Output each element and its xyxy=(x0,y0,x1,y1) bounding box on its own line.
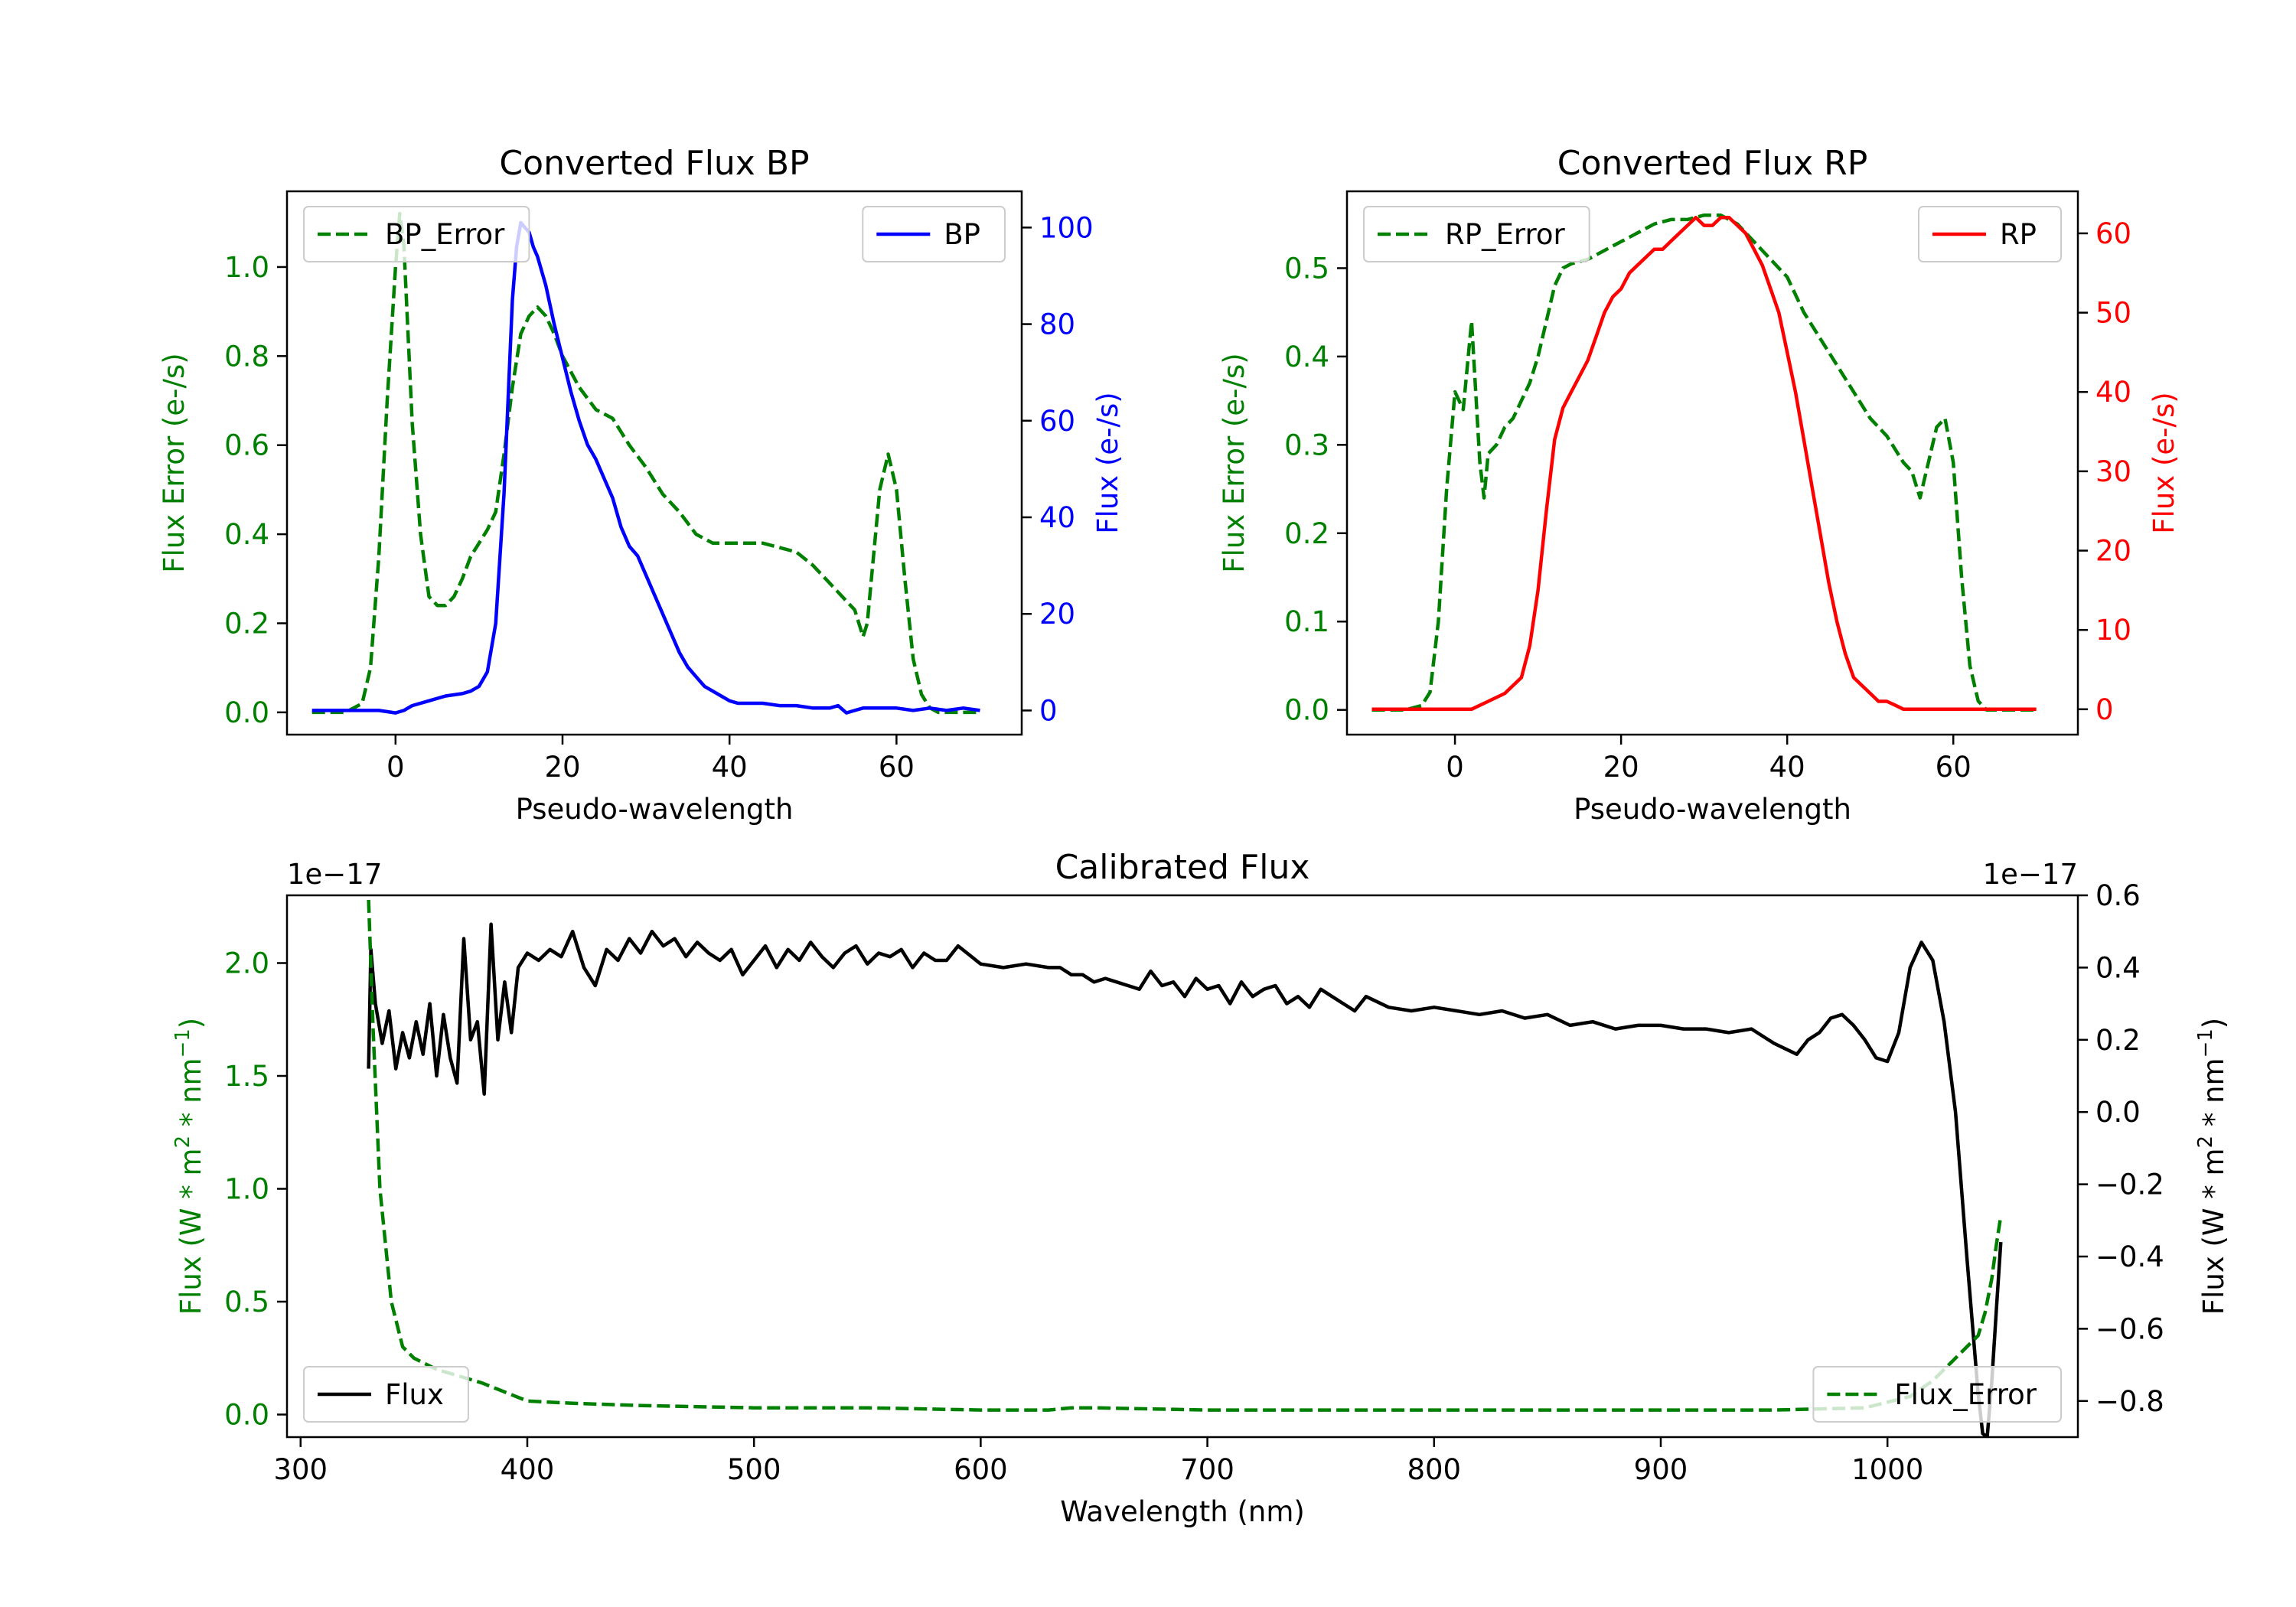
right-y-tick-label: −0.8 xyxy=(2095,1385,2164,1418)
bp-frame xyxy=(285,190,1023,736)
x-tick-label: 700 xyxy=(1180,1453,1234,1486)
left-y-tick-label: 0.2 xyxy=(224,608,269,641)
x-tick-label: 0 xyxy=(1446,751,1464,784)
left-y-axis-label: Flux Error (e-/s) xyxy=(158,353,191,572)
x-tick-label: 300 xyxy=(273,1453,328,1486)
right-y-tick-label: 20 xyxy=(2095,535,2131,568)
left-y-tick-label: 1.0 xyxy=(224,1173,269,1206)
legend-bp: BP xyxy=(862,206,1006,262)
series-rp-error-line xyxy=(1371,213,2037,712)
legend-bp-error: BP_Error xyxy=(303,206,530,262)
left-y-tick-label: 0.4 xyxy=(224,518,269,551)
right-y-tick-label: 0.4 xyxy=(2095,951,2141,984)
chart-calibrated: 300 400 500 600 700 800 900 1000 0.0 0.5 1.0 1.5 2.0… xyxy=(171,848,2230,1528)
series-rp-line xyxy=(1371,215,2037,712)
right-y-tick-label: 0.6 xyxy=(2095,879,2141,912)
right-y-tick-label: 0.0 xyxy=(2095,1096,2141,1129)
right-y-tick-label: 40 xyxy=(2095,376,2131,409)
left-y-tick-label: 0.2 xyxy=(1284,517,1329,550)
legend-frame xyxy=(303,206,530,262)
left-y-tick-label: 0.3 xyxy=(1284,429,1329,461)
calibrated-x-axis-label: Wavelength (nm) xyxy=(1060,1495,1305,1528)
right-y-tick-label: 40 xyxy=(1039,501,1075,534)
left-y-tick-label: 0.0 xyxy=(1284,694,1329,727)
x-tick-label: 40 xyxy=(712,751,748,784)
legend-frame xyxy=(1363,206,1590,262)
left-y-tick-label: 1.5 xyxy=(224,1060,269,1093)
right-y-tick-label: 50 xyxy=(2095,297,2131,330)
left-y-tick-label: 0.0 xyxy=(224,696,269,729)
right-y-tick-label: 0 xyxy=(1039,694,1058,727)
right-y-axis-label: Flux (e-/s) xyxy=(1091,392,1124,533)
legend-label: RP_Error xyxy=(1445,218,1565,251)
legend-rp: RP xyxy=(1917,206,2062,262)
right-y-tick-label: 10 xyxy=(2095,614,2131,647)
right-y-tick-label: −0.2 xyxy=(2095,1169,2164,1201)
x-tick-label: 600 xyxy=(954,1453,1008,1486)
calibrated-title: Calibrated Flux xyxy=(1055,848,1310,887)
left-y-tick-label: 1.0 xyxy=(224,251,269,284)
legend-frame xyxy=(303,1366,469,1423)
series-flux-line xyxy=(367,922,2003,1437)
legend-label: BP xyxy=(944,218,980,251)
x-tick-label: 40 xyxy=(1769,751,1805,784)
left-y-tick-label: 0.5 xyxy=(224,1286,269,1319)
legend-flux: Flux xyxy=(303,1366,469,1423)
legend-label: BP_Error xyxy=(385,218,505,251)
x-tick-label: 500 xyxy=(727,1453,781,1486)
left-y-axis-label: Flux Error (e-/s) xyxy=(1218,353,1251,572)
legend-label: Flux xyxy=(385,1378,444,1411)
bp-title: Converted Flux BP xyxy=(499,144,809,183)
x-tick-label: 900 xyxy=(1634,1453,1688,1486)
left-y-tick-label: 2.0 xyxy=(224,947,269,980)
chart-bp: 0 20 40 60 0.0 0.2 0.4 0.6 0.8 1.0 0 20 40 60 80 100 Con… xyxy=(158,144,1124,826)
left-y-tick-label: 0.6 xyxy=(224,429,269,462)
left-y-tick-label: 0.8 xyxy=(224,340,269,373)
series-flux-error-line xyxy=(367,899,2003,1412)
left-y-tick-label: 0.1 xyxy=(1284,605,1329,638)
legend-flux-error: Flux_Error xyxy=(1812,1366,2062,1423)
legend-label: RP xyxy=(2000,218,2037,251)
rp-x-axis-label: Pseudo-wavelength xyxy=(1574,793,1851,826)
bp-x-axis-label: Pseudo-wavelength xyxy=(516,793,794,826)
x-tick-label: 800 xyxy=(1407,1453,1461,1486)
right-y-tick-label: −0.6 xyxy=(2095,1312,2164,1345)
right-y-tick-label: 0 xyxy=(2095,693,2114,726)
x-tick-label: 20 xyxy=(544,751,580,784)
legend-frame xyxy=(1917,206,2062,262)
legend-label: Flux_Error xyxy=(1894,1378,2037,1411)
right-y-tick-label: 100 xyxy=(1039,211,1094,244)
right-y-axis-label: Flux (W * m2 * nm−1) xyxy=(2194,1018,2230,1315)
right-y-tick-label: 20 xyxy=(1039,598,1075,631)
x-tick-label: 60 xyxy=(879,751,915,784)
right-y-tick-label: 80 xyxy=(1039,308,1075,341)
right-y-tick-label: 60 xyxy=(2095,217,2131,250)
series-bp-line xyxy=(311,220,980,715)
legend-frame xyxy=(862,206,1006,262)
calibrated-frame xyxy=(285,894,2079,1439)
right-axis-offset-text: 1e−17 xyxy=(1983,858,2078,891)
x-tick-label: 0 xyxy=(386,751,405,784)
left-y-tick-label: 0.5 xyxy=(1284,252,1329,285)
x-tick-label: 1000 xyxy=(1851,1453,1923,1486)
series-bp-error-line xyxy=(311,211,980,715)
chart-rp: 0 20 40 60 0.0 0.1 0.2 0.3 0.4 0.5 0 10 20 30 40 50 60 Co… xyxy=(1218,144,2180,826)
x-tick-label: 400 xyxy=(501,1453,555,1486)
x-tick-label: 60 xyxy=(1936,751,1971,784)
right-y-tick-label: 30 xyxy=(2095,455,2131,488)
rp-frame xyxy=(1345,190,2079,736)
left-axis-offset-text: 1e−17 xyxy=(287,858,382,891)
legend-frame xyxy=(1812,1366,2062,1423)
rp-title: Converted Flux RP xyxy=(1557,144,1868,183)
right-y-tick-label: 0.2 xyxy=(2095,1024,2141,1057)
right-y-axis-label: Flux (e-/s) xyxy=(2148,392,2180,533)
left-y-tick-label: 0.4 xyxy=(1284,341,1329,373)
left-y-tick-label: 0.0 xyxy=(224,1399,269,1432)
right-y-tick-label: 60 xyxy=(1039,405,1075,438)
x-tick-label: 20 xyxy=(1603,751,1639,784)
right-y-tick-label: −0.4 xyxy=(2095,1240,2164,1273)
legend-rp-error: RP_Error xyxy=(1363,206,1590,262)
left-y-axis-label: Flux (W * m2 * nm−1) xyxy=(171,1018,207,1315)
